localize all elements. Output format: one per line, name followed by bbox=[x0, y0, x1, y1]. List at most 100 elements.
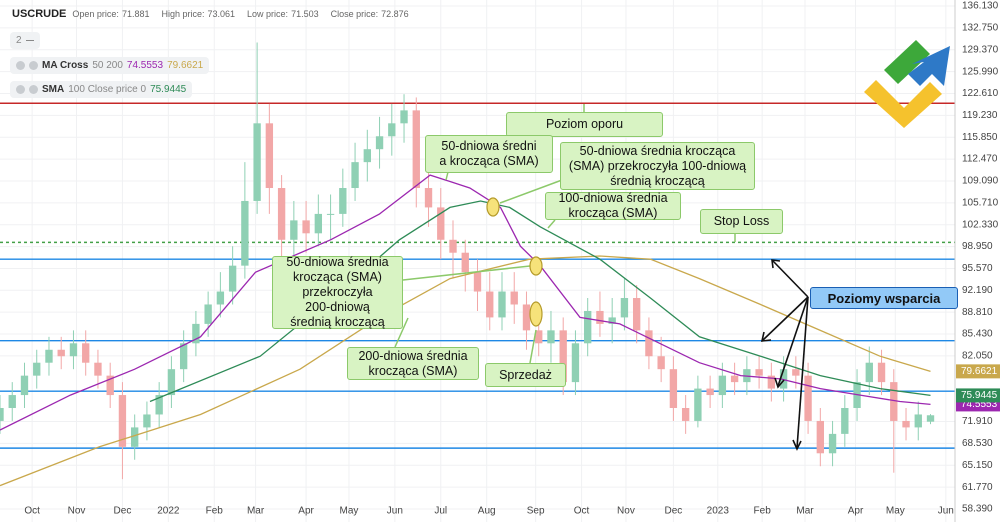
candle-body bbox=[45, 349, 53, 363]
arrow bbox=[796, 296, 809, 449]
ohlc-value: 71.881 bbox=[121, 9, 150, 19]
x-tick-label: Jun bbox=[387, 506, 403, 517]
indicator-toggle[interactable]: 2 bbox=[10, 32, 40, 49]
arrow-head bbox=[771, 259, 781, 269]
candle-body bbox=[841, 407, 849, 434]
candle-body bbox=[412, 110, 420, 189]
x-tick-label: May bbox=[886, 506, 905, 517]
candle-body bbox=[388, 123, 396, 137]
y-tick-label: 112.470 bbox=[962, 154, 998, 165]
candle-body bbox=[424, 188, 433, 208]
candle-body bbox=[706, 388, 714, 396]
candle-body bbox=[302, 220, 310, 234]
candle-body bbox=[914, 414, 922, 428]
arrow-head bbox=[792, 439, 802, 451]
candle-body bbox=[473, 272, 482, 292]
x-tick-label: Apr bbox=[848, 506, 864, 517]
candle-body bbox=[559, 330, 567, 383]
candle-body bbox=[204, 304, 212, 324]
price-tag-label: 79.6621 bbox=[961, 366, 998, 377]
candle-body bbox=[339, 188, 347, 214]
candle-body bbox=[926, 415, 935, 422]
settings-icon bbox=[29, 85, 38, 94]
ohlc-item: High price: 73.061 bbox=[161, 9, 241, 19]
candle-body bbox=[645, 330, 653, 357]
candle-body bbox=[767, 375, 776, 389]
annotation: Poziomy wsparcia bbox=[810, 287, 958, 309]
x-tick-label: Apr bbox=[298, 506, 314, 517]
logo-part bbox=[884, 40, 930, 84]
candle-body bbox=[400, 110, 408, 124]
candle-body bbox=[57, 349, 65, 357]
y-tick-label: 129.370 bbox=[962, 44, 999, 55]
connector bbox=[529, 329, 537, 364]
highlight bbox=[529, 301, 543, 327]
candle-body bbox=[792, 369, 800, 376]
ohlc-item: Open price: 71.881 bbox=[72, 9, 155, 19]
ohlc-label: Low price: bbox=[247, 9, 289, 19]
arrow bbox=[777, 296, 809, 387]
candle-body bbox=[351, 162, 359, 189]
legend-value: 75.9445 bbox=[150, 84, 187, 95]
candle-body bbox=[890, 382, 898, 421]
y-tick-label: 115.850 bbox=[962, 132, 998, 143]
legend-item[interactable]: SMA 100 Close price 0 75.9445 bbox=[10, 81, 193, 98]
candle-body bbox=[314, 213, 323, 234]
y-tick-label: 82.050 bbox=[962, 351, 993, 362]
candle-body bbox=[155, 395, 163, 415]
candle-body bbox=[669, 369, 678, 408]
annotation: 200-dniowa średnia krocząca (SMA) bbox=[347, 347, 479, 380]
symbol: USCRUDE bbox=[12, 8, 67, 20]
candle-body bbox=[0, 407, 4, 421]
ma-line bbox=[0, 174, 931, 431]
collapse-icon bbox=[25, 40, 34, 41]
ohlc-value: 72.876 bbox=[381, 9, 409, 19]
x-tick-label: 2023 bbox=[707, 506, 730, 517]
candle-body bbox=[437, 207, 445, 240]
ohlc-item: Close price: 72.876 bbox=[331, 9, 415, 19]
arrow-head bbox=[760, 331, 772, 342]
candle-body bbox=[608, 317, 616, 324]
legend-params: 100 Close price 0 bbox=[68, 84, 147, 95]
ohlc-value: 71.503 bbox=[291, 9, 319, 19]
candle-body bbox=[228, 265, 237, 292]
highlight bbox=[529, 256, 543, 276]
legend-item[interactable]: MA Cross 50 200 74.5553 79.6621 bbox=[10, 57, 210, 74]
candle-body bbox=[718, 375, 727, 396]
candle-body bbox=[877, 362, 886, 383]
candle-body bbox=[33, 362, 41, 376]
x-tick-label: Aug bbox=[478, 506, 496, 517]
x-tick-label: 2022 bbox=[157, 506, 180, 517]
candle-body bbox=[584, 310, 592, 344]
logo-part bbox=[864, 80, 942, 128]
y-tick-label: 65.150 bbox=[962, 460, 993, 471]
y-tick-label: 122.610 bbox=[962, 88, 999, 99]
x-tick-label: May bbox=[339, 506, 358, 517]
candle-body bbox=[498, 291, 506, 318]
logo-part bbox=[908, 46, 950, 86]
y-tick-label: 98.950 bbox=[962, 241, 993, 252]
candle-body bbox=[118, 395, 127, 447]
axes: 136.130 132.750 129.370 125.990 122.610 119.2… bbox=[24, 1, 1000, 517]
price-tag bbox=[956, 388, 1000, 403]
legend-params: 50 200 bbox=[92, 60, 123, 71]
remove-icon bbox=[16, 61, 25, 70]
price-tag bbox=[956, 364, 1000, 379]
candle-body bbox=[94, 362, 102, 376]
connectors bbox=[394, 104, 736, 364]
candle-body bbox=[816, 420, 824, 454]
candle-body bbox=[828, 433, 837, 454]
candle-body bbox=[779, 369, 788, 389]
candle-body bbox=[8, 395, 16, 408]
annotation: Stop Loss bbox=[700, 209, 783, 234]
candle-body bbox=[265, 123, 274, 189]
y-tick-label: 61.770 bbox=[962, 482, 993, 493]
candle-body bbox=[363, 149, 371, 163]
candle-body bbox=[216, 291, 225, 305]
candle-body bbox=[131, 427, 139, 447]
candle-body bbox=[167, 369, 176, 396]
arrow bbox=[772, 260, 809, 298]
x-tick-label: Sep bbox=[527, 506, 545, 517]
